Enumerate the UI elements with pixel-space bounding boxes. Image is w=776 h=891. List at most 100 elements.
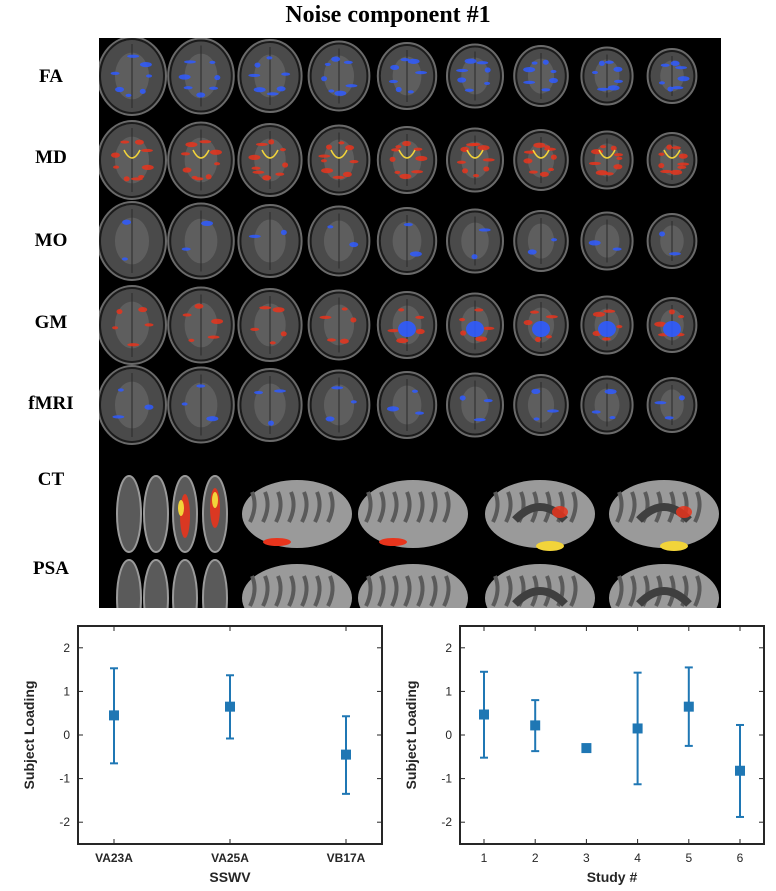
x-axis-label: SSWV <box>209 869 251 885</box>
row-label-psa: PSA <box>33 558 69 579</box>
data-point <box>479 709 489 720</box>
y-tick-label: -1 <box>441 772 452 786</box>
axial-slice <box>513 374 569 436</box>
chart-sswv: 2 1 0 -1 -2 VA23A VA25A VB17A SSWV Subject Loadin… <box>10 612 390 891</box>
axial-slice <box>580 295 634 355</box>
axial-slice <box>237 368 303 442</box>
dorsal-view-hemisphere <box>202 559 228 608</box>
cortical-surface <box>609 480 719 551</box>
axial-slice <box>446 292 504 358</box>
dorsal-view-hemisphere <box>143 475 169 553</box>
axial-slice <box>167 286 235 364</box>
axial-slice <box>446 43 504 109</box>
axial-slice <box>376 291 438 359</box>
y-tick-label: 2 <box>63 641 70 655</box>
chart-study-plot: 2 1 0 -1 -2 1 2 3 4 5 6 Study # Subject Loading <box>403 625 765 885</box>
data-point <box>225 701 235 712</box>
x-tick-label: VB17A <box>327 851 366 865</box>
y-tick-label: -1 <box>59 772 70 786</box>
axial-slice <box>376 126 438 194</box>
dorsal-view-hemisphere <box>116 559 142 608</box>
axial-slice <box>376 42 438 110</box>
axial-slice <box>580 130 634 190</box>
axial-slice <box>446 127 504 193</box>
chart-study: 2 1 0 -1 -2 1 2 3 4 5 6 Study # Subject Loading <box>392 612 772 891</box>
axial-slice <box>99 285 167 365</box>
data-point <box>735 765 745 776</box>
axial-slice <box>237 288 303 362</box>
cortical-surface <box>609 564 719 608</box>
axial-slice <box>307 369 371 441</box>
axial-slice <box>307 289 371 361</box>
axial-slice <box>580 375 634 435</box>
cortical-surface <box>358 564 468 608</box>
axial-slice <box>307 205 371 277</box>
axial-slice <box>646 132 698 188</box>
cortical-surface <box>358 480 468 548</box>
axial-slice <box>99 201 167 281</box>
x-tick-label: 5 <box>685 851 692 865</box>
axial-slice <box>580 211 634 271</box>
y-tick-label: 0 <box>445 728 452 742</box>
y-tick-label: -2 <box>441 815 452 829</box>
figure-title: Noise component #1 <box>285 2 491 28</box>
y-tick-label: 1 <box>63 684 70 698</box>
data-point <box>109 710 119 721</box>
axial-slice <box>167 366 235 444</box>
data-point <box>581 743 592 754</box>
chart-sswv-plot: 2 1 0 -1 -2 VA23A VA25A VB17A SSWV Subject Loadin… <box>21 625 383 885</box>
brain-image-panel <box>99 38 721 608</box>
data-point <box>530 720 541 731</box>
x-tick-label: 4 <box>634 851 641 865</box>
y-tick-label: 1 <box>445 684 452 698</box>
cortical-surface <box>242 480 352 548</box>
row-label-md: MD <box>35 147 67 168</box>
x-tick-label: VA23A <box>95 851 133 865</box>
axial-slice <box>513 294 569 356</box>
data-point <box>683 701 694 712</box>
axial-slice <box>237 204 303 278</box>
x-tick-label: 2 <box>532 851 539 865</box>
axial-slice <box>513 45 569 107</box>
row-label-fmri: fMRI <box>28 393 74 414</box>
cortical-surface <box>485 480 595 551</box>
axial-slice <box>376 207 438 275</box>
axial-slice <box>167 202 235 280</box>
axial-slice <box>99 38 167 116</box>
axial-slice <box>237 123 303 197</box>
axial-slice <box>580 46 634 106</box>
axial-slice <box>646 48 698 104</box>
x-tick-label: 3 <box>583 851 590 865</box>
y-tick-label: -2 <box>59 815 70 829</box>
axial-slice <box>99 120 167 200</box>
data-point <box>341 749 351 760</box>
y-axis-label: Subject Loading <box>403 681 419 790</box>
ct-overlay <box>212 492 218 508</box>
axial-slice <box>99 365 167 445</box>
ct-overlay <box>178 500 184 516</box>
axial-slice <box>646 297 698 353</box>
data-point <box>632 723 643 734</box>
cortical-surface <box>242 564 352 608</box>
row-label-gm: GM <box>34 312 68 333</box>
dorsal-view-hemisphere <box>116 475 142 553</box>
axial-slice <box>513 129 569 191</box>
dorsal-view-hemisphere <box>143 559 169 608</box>
x-axis-label: Study # <box>587 869 638 885</box>
row-label-ct: CT <box>37 469 65 490</box>
axial-slice <box>446 208 504 274</box>
brain-slices-image <box>99 38 719 608</box>
axial-slice <box>376 371 438 439</box>
axial-slice <box>307 124 371 196</box>
y-tick-label: 2 <box>445 641 452 655</box>
cortical-surface <box>485 564 595 608</box>
axial-slice <box>646 213 698 269</box>
row-label-mo: MO <box>34 230 68 251</box>
y-axis-label: Subject Loading <box>21 681 37 790</box>
axial-slice <box>307 40 371 112</box>
y-tick-label: 0 <box>63 728 70 742</box>
dorsal-view-hemisphere <box>172 559 198 608</box>
x-tick-label: 1 <box>481 851 488 865</box>
axial-slice <box>446 372 504 438</box>
axial-slice <box>237 39 303 113</box>
